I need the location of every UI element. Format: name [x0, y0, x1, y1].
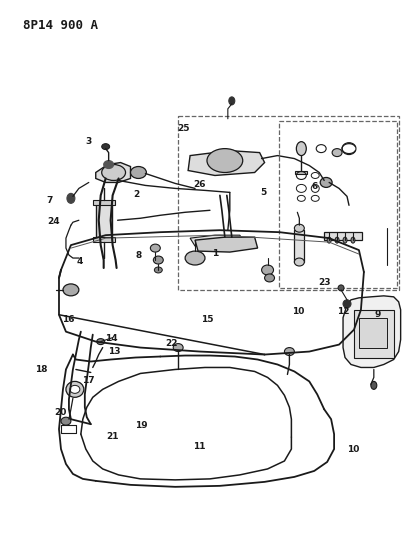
Ellipse shape	[343, 237, 347, 243]
Ellipse shape	[153, 256, 163, 264]
Ellipse shape	[343, 300, 351, 308]
Text: 16: 16	[62, 315, 74, 324]
Text: 7: 7	[47, 196, 53, 205]
Text: 14: 14	[105, 334, 118, 343]
Text: 11: 11	[193, 442, 206, 451]
Ellipse shape	[332, 149, 342, 157]
Ellipse shape	[66, 382, 84, 397]
Bar	[354, 310, 394, 358]
Bar	[93, 237, 115, 242]
Polygon shape	[195, 237, 258, 252]
Ellipse shape	[351, 237, 355, 243]
Text: 23: 23	[319, 278, 331, 287]
Bar	[294, 230, 304, 262]
Ellipse shape	[131, 166, 147, 179]
Text: 24: 24	[48, 217, 60, 226]
Text: 2: 2	[133, 190, 140, 199]
Ellipse shape	[61, 417, 71, 425]
Text: 17: 17	[82, 376, 94, 385]
Text: 13: 13	[108, 347, 121, 356]
Text: 4: 4	[77, 257, 83, 265]
Ellipse shape	[371, 382, 377, 389]
Text: 6: 6	[311, 182, 318, 191]
Polygon shape	[190, 235, 245, 246]
Polygon shape	[188, 151, 265, 175]
Ellipse shape	[104, 160, 114, 168]
Ellipse shape	[262, 265, 274, 275]
Ellipse shape	[320, 177, 332, 188]
Ellipse shape	[150, 244, 160, 252]
Bar	[178, 116, 399, 290]
Ellipse shape	[185, 251, 205, 265]
Text: 10: 10	[292, 307, 305, 316]
Text: 5: 5	[260, 188, 267, 197]
Polygon shape	[96, 163, 131, 182]
Text: 21: 21	[106, 432, 119, 441]
Text: 22: 22	[165, 339, 177, 348]
Text: 3: 3	[85, 138, 92, 147]
Bar	[295, 171, 307, 174]
Ellipse shape	[173, 344, 183, 352]
Ellipse shape	[207, 149, 243, 173]
Text: 8P14 900 A: 8P14 900 A	[23, 19, 98, 33]
Bar	[324, 232, 362, 240]
Text: 12: 12	[337, 307, 349, 316]
Ellipse shape	[327, 237, 331, 243]
Bar	[359, 318, 387, 348]
Ellipse shape	[284, 348, 294, 356]
Ellipse shape	[338, 285, 344, 291]
Text: 10: 10	[347, 445, 359, 454]
Ellipse shape	[102, 165, 125, 181]
Ellipse shape	[265, 274, 274, 282]
Polygon shape	[343, 296, 400, 367]
Text: 19: 19	[135, 421, 147, 430]
Text: 26: 26	[193, 180, 206, 189]
Text: 25: 25	[177, 124, 190, 133]
Bar	[93, 200, 115, 205]
Text: 8: 8	[136, 252, 142, 261]
Ellipse shape	[229, 97, 235, 105]
Ellipse shape	[294, 258, 304, 266]
Text: 15: 15	[201, 315, 214, 324]
Ellipse shape	[296, 142, 306, 156]
Ellipse shape	[67, 193, 75, 203]
Text: 20: 20	[54, 408, 66, 417]
Bar	[280, 121, 397, 288]
Ellipse shape	[154, 267, 162, 273]
Ellipse shape	[70, 385, 80, 393]
Text: 18: 18	[35, 366, 47, 374]
Ellipse shape	[97, 338, 105, 345]
Ellipse shape	[102, 144, 109, 150]
Text: 9: 9	[374, 310, 381, 319]
Bar	[96, 203, 112, 240]
Text: 1: 1	[212, 249, 219, 258]
Ellipse shape	[335, 237, 339, 243]
Ellipse shape	[63, 284, 79, 296]
Ellipse shape	[294, 224, 304, 232]
